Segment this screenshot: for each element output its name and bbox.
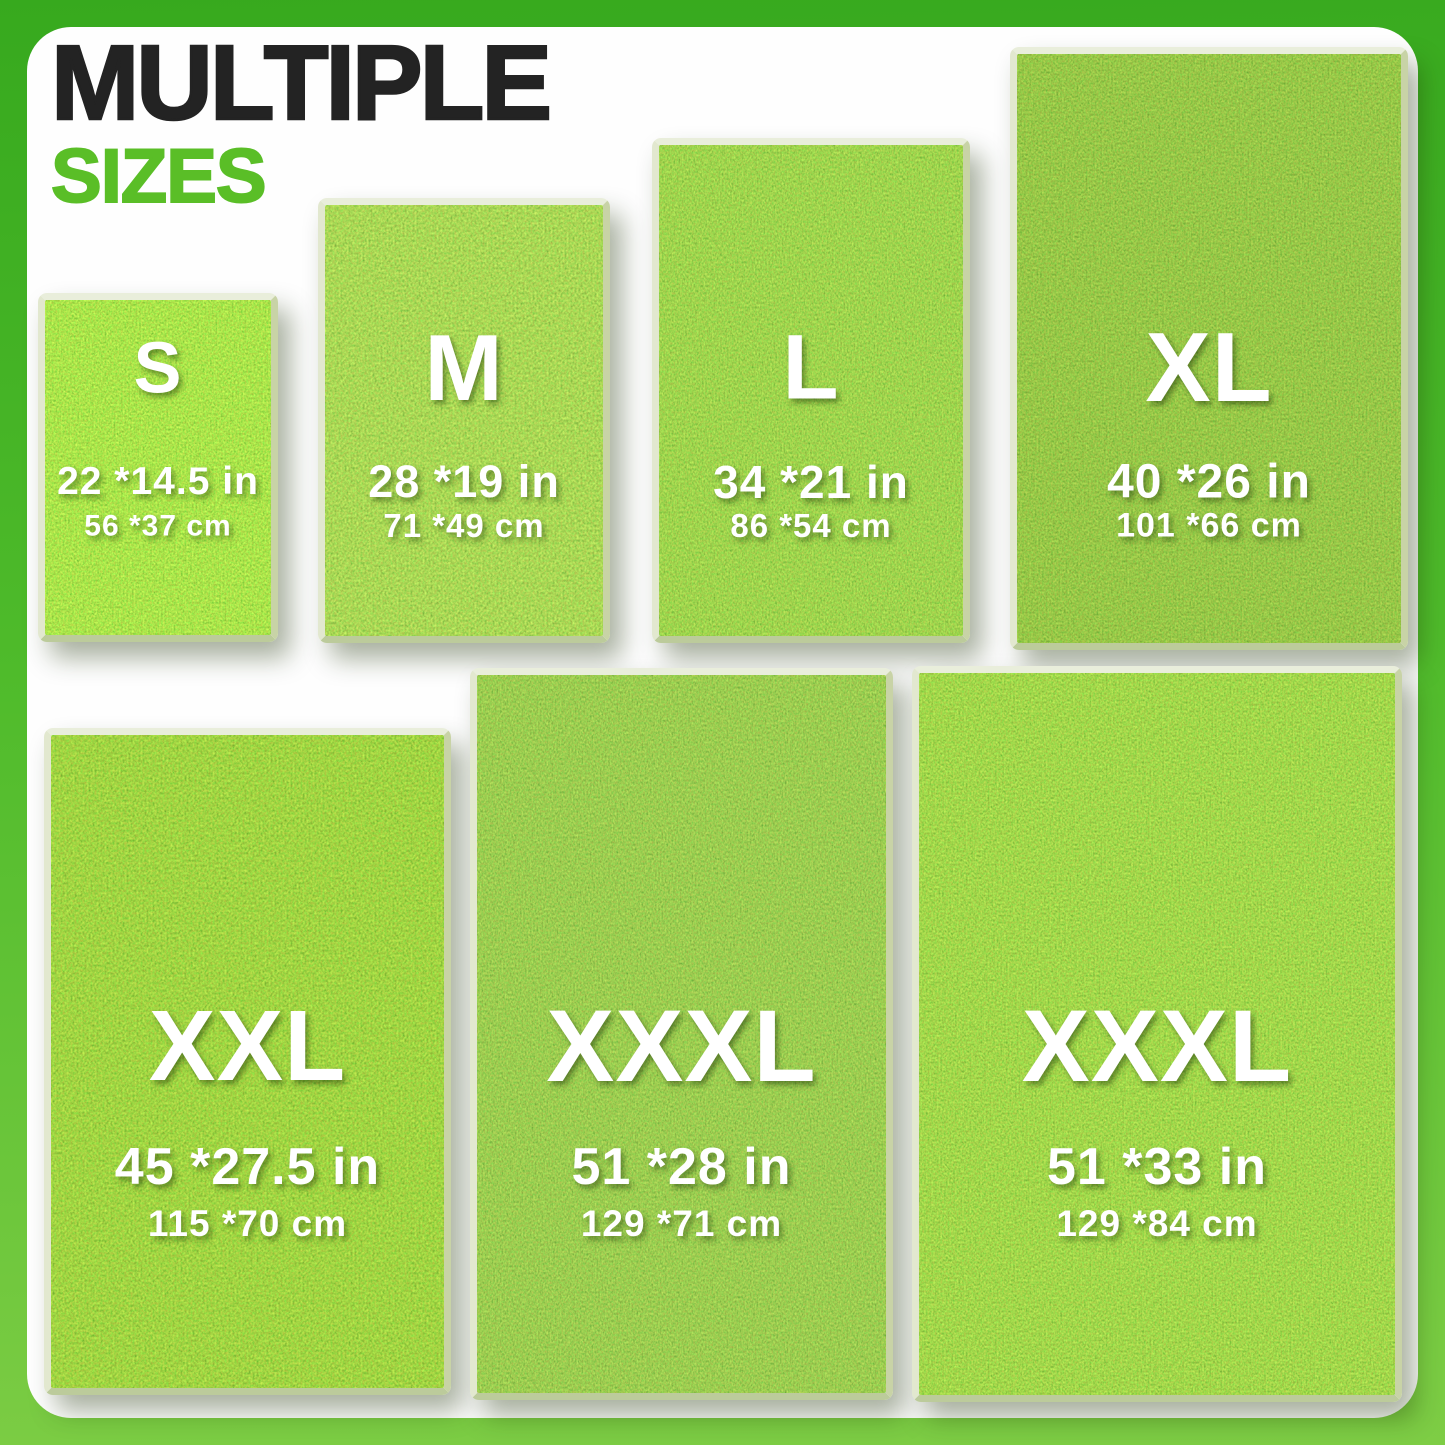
heading: MULTIPLE SIZES: [50, 24, 554, 220]
grass-texture: [325, 205, 603, 636]
page-title: MULTIPLE: [50, 24, 554, 142]
content-panel: MULTIPLE SIZES S 22 *14.5 in 56 *37 cm M…: [27, 27, 1418, 1418]
grass-texture: [45, 300, 271, 635]
dimensions-inches: 34 *21 in: [713, 455, 909, 508]
grass-mat-xxxl-b: XXXL 51 *33 in 129 *84 cm: [912, 666, 1402, 1402]
size-label: XL: [1145, 312, 1273, 423]
size-label: XXXL: [1021, 989, 1293, 1104]
dimensions-cm: 56 *37 cm: [84, 509, 232, 543]
page-subtitle: SIZES: [50, 134, 268, 220]
grass-mat-m: M 28 *19 in 71 *49 cm: [318, 198, 610, 643]
size-label: XXL: [148, 990, 347, 1103]
dimensions-inches: 45 *27.5 in: [114, 1137, 381, 1196]
dimensions-inches: 51 *28 in: [571, 1137, 792, 1196]
grass-texture: [51, 735, 444, 1388]
grass-texture: [477, 675, 886, 1393]
grass-mat-xxxl-a: XXXL 51 *28 in 129 *71 cm: [470, 668, 893, 1400]
dimensions-inches: 28 *19 in: [368, 455, 560, 507]
size-label: XXXL: [546, 989, 817, 1104]
dimensions-inches: 22 *14.5 in: [57, 460, 259, 504]
dimensions-cm: 129 *71 cm: [580, 1203, 783, 1245]
size-label: L: [782, 316, 840, 419]
grass-texture: [919, 673, 1395, 1395]
dimensions-inches: 51 *33 in: [1046, 1137, 1268, 1196]
size-label: M: [424, 314, 504, 420]
grass-mat-l: L 34 *21 in 86 *54 cm: [652, 138, 970, 643]
dimensions-cm: 101 *66 cm: [1116, 506, 1302, 545]
size-label: S: [133, 328, 183, 409]
grass-mat-xxl: XXL 45 *27.5 in 115 *70 cm: [44, 728, 451, 1395]
dimensions-cm: 71 *49 cm: [383, 507, 545, 545]
dimensions-inches: 40 *26 in: [1107, 455, 1311, 509]
dimensions-cm: 129 *84 cm: [1056, 1203, 1258, 1245]
grass-mat-xl: XL 40 *26 in 101 *66 cm: [1010, 47, 1408, 650]
grass-mat-s: S 22 *14.5 in 56 *37 cm: [38, 293, 278, 642]
grass-texture: [659, 145, 963, 636]
dimensions-cm: 86 *54 cm: [730, 507, 892, 545]
grass-texture: [1017, 54, 1401, 643]
dimensions-cm: 115 *70 cm: [147, 1203, 348, 1245]
